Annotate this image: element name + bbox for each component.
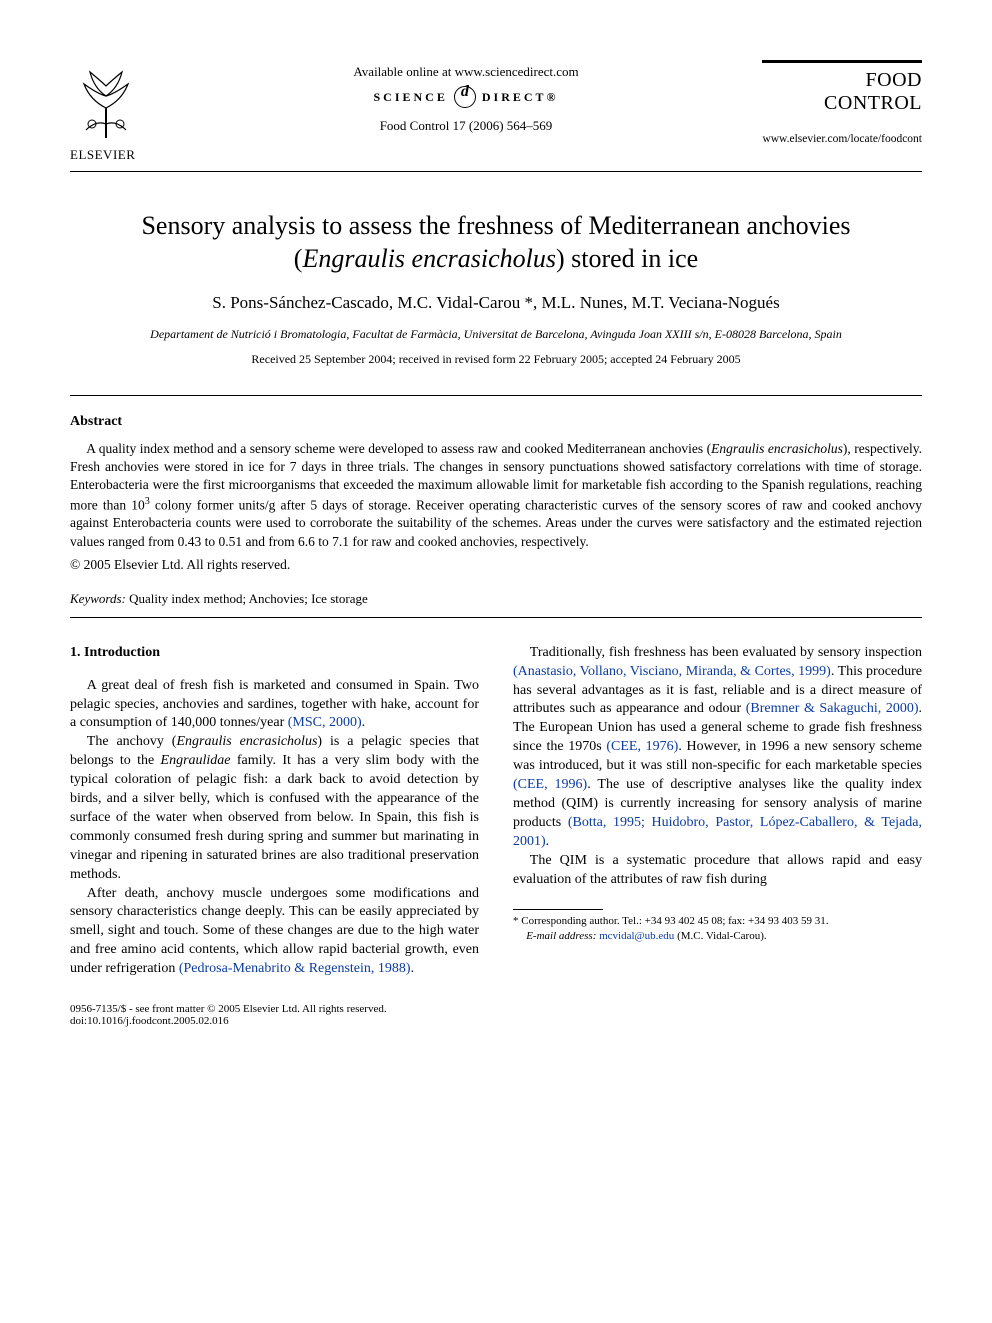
p2-sp2: Engraulidae (161, 753, 231, 768)
title-species: Engraulis encrasicholus (302, 244, 556, 273)
footer-left: 0956-7135/$ - see front matter © 2005 El… (70, 1003, 387, 1027)
abstract-pre: A quality index method and a sensory sch… (86, 441, 711, 456)
p1-b: . (362, 715, 366, 730)
intro-p4: Traditionally, fish freshness has been e… (513, 644, 922, 852)
sciencedirect-logo: SCIENCE DIRECT® (374, 86, 559, 108)
title-post: ) stored in ice (556, 244, 698, 273)
intro-p3: After death, anchovy muscle undergoes so… (70, 885, 479, 979)
footnote-rule (513, 909, 603, 910)
corresponding-author: * Corresponding author. Tel.: +34 93 402… (513, 914, 922, 928)
p2-a: The anchovy ( (87, 734, 177, 749)
email-address[interactable]: mcvidal@ub.edu (596, 930, 674, 942)
page-footer: 0956-7135/$ - see front matter © 2005 El… (70, 1003, 922, 1027)
available-online-text: Available online at www.sciencedirect.co… (170, 64, 762, 80)
p4-cite4[interactable]: (CEE, 1996) (513, 777, 587, 792)
p4-cite1[interactable]: (Anastasio, Vollano, Visciano, Miranda, … (513, 664, 831, 679)
p4-f: . (546, 834, 550, 849)
page-header: ELSEVIER Available online at www.science… (70, 60, 922, 163)
article-title: Sensory analysis to assess the freshness… (110, 210, 882, 275)
p1-cite[interactable]: (MSC, 2000) (288, 715, 362, 730)
p3-b: . (411, 961, 415, 976)
journal-brand-line1: FOOD (762, 69, 922, 92)
email-label: E-mail address: (526, 930, 596, 942)
p2-c: family. It has a very slim body with the… (70, 753, 479, 881)
abstract-species: Engraulis encrasicholus (711, 441, 843, 456)
publisher-block: ELSEVIER (70, 60, 170, 163)
affiliation-line: Departament de Nutrició i Bromatologia, … (70, 327, 922, 342)
p4-cite2[interactable]: (Bremner & Sakaguchi, 2000) (746, 701, 919, 716)
intro-p1: A great deal of fresh fish is marketed a… (70, 677, 479, 734)
journal-brand-line2: CONTROL (762, 92, 922, 115)
p1-a: A great deal of fresh fish is marketed a… (70, 678, 479, 731)
abstract-heading: Abstract (70, 414, 922, 430)
keywords-label: Keywords: (70, 591, 126, 606)
email-line: E-mail address: mcvidal@ub.edu (M.C. Vid… (513, 929, 922, 943)
keywords-line: Keywords: Quality index method; Anchovie… (70, 591, 922, 607)
elsevier-tree-icon (70, 60, 142, 140)
body-columns: 1. Introduction A great deal of fresh fi… (70, 644, 922, 979)
footer-doi: doi:10.1016/j.foodcont.2005.02.016 (70, 1015, 387, 1027)
post-abstract-rule (70, 617, 922, 618)
section-1-heading: 1. Introduction (70, 644, 479, 663)
abstract-copyright: © 2005 Elsevier Ltd. All rights reserved… (70, 557, 922, 573)
header-center: Available online at www.sciencedirect.co… (170, 60, 762, 134)
p2-sp1: Engraulis encrasicholus (176, 734, 317, 749)
journal-url: www.elsevier.com/locate/foodcont (762, 133, 922, 145)
abstract-post2: colony former units/g after 5 days of st… (70, 497, 922, 548)
sd-right-text: DIRECT® (482, 90, 559, 105)
p4-cite3[interactable]: (CEE, 1976) (606, 739, 678, 754)
p3-cite[interactable]: (Pedrosa-Menabrito & Regenstein, 1988) (179, 961, 411, 976)
authors-line: S. Pons-Sánchez-Cascado, M.C. Vidal-Caro… (70, 293, 922, 313)
email-who: (M.C. Vidal-Carou). (674, 930, 766, 942)
footer-front-matter: 0956-7135/$ - see front matter © 2005 El… (70, 1003, 387, 1015)
keywords-value: Quality index method; Anchovies; Ice sto… (126, 591, 368, 606)
journal-brand-block: FOOD CONTROL www.elsevier.com/locate/foo… (762, 60, 922, 145)
p4-cite5[interactable]: (Botta, 1995; Huidobro, Pastor, López-Ca… (513, 815, 922, 849)
header-rule (70, 171, 922, 172)
p4-a: Traditionally, fish freshness has been e… (530, 645, 922, 660)
intro-p2: The anchovy (Engraulis encrasicholus) is… (70, 733, 479, 884)
abstract-body: A quality index method and a sensory sch… (70, 440, 922, 551)
journal-citation: Food Control 17 (2006) 564–569 (170, 118, 762, 134)
article-dates: Received 25 September 2004; received in … (70, 352, 922, 367)
intro-p5: The QIM is a systematic procedure that a… (513, 852, 922, 890)
footnote-block: * Corresponding author. Tel.: +34 93 402… (513, 909, 922, 943)
sd-left-text: SCIENCE (374, 90, 448, 105)
publisher-name: ELSEVIER (70, 147, 170, 163)
sd-swirl-icon (454, 86, 476, 108)
